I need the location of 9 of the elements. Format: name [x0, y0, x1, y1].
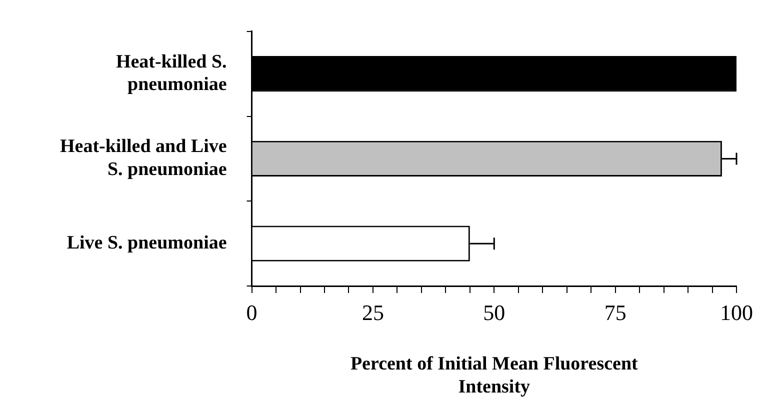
x-tick-label: 100: [720, 300, 753, 325]
x-tick-label: 0: [246, 300, 258, 325]
x-tick-label: 50: [483, 300, 506, 325]
y-tick-label: Live S. pneumoniae: [66, 232, 227, 254]
x-axis-title: Percent of Initial Mean Fluorescent Intensity: [350, 354, 639, 398]
y-tick-label: Heat-killed and Live S. pneumoniae: [60, 136, 227, 180]
x-tick-label: 25: [362, 300, 384, 325]
y-tick-label: Heat-killed S. pneumoniae: [116, 51, 227, 96]
x-tick-label: 75: [604, 300, 626, 325]
